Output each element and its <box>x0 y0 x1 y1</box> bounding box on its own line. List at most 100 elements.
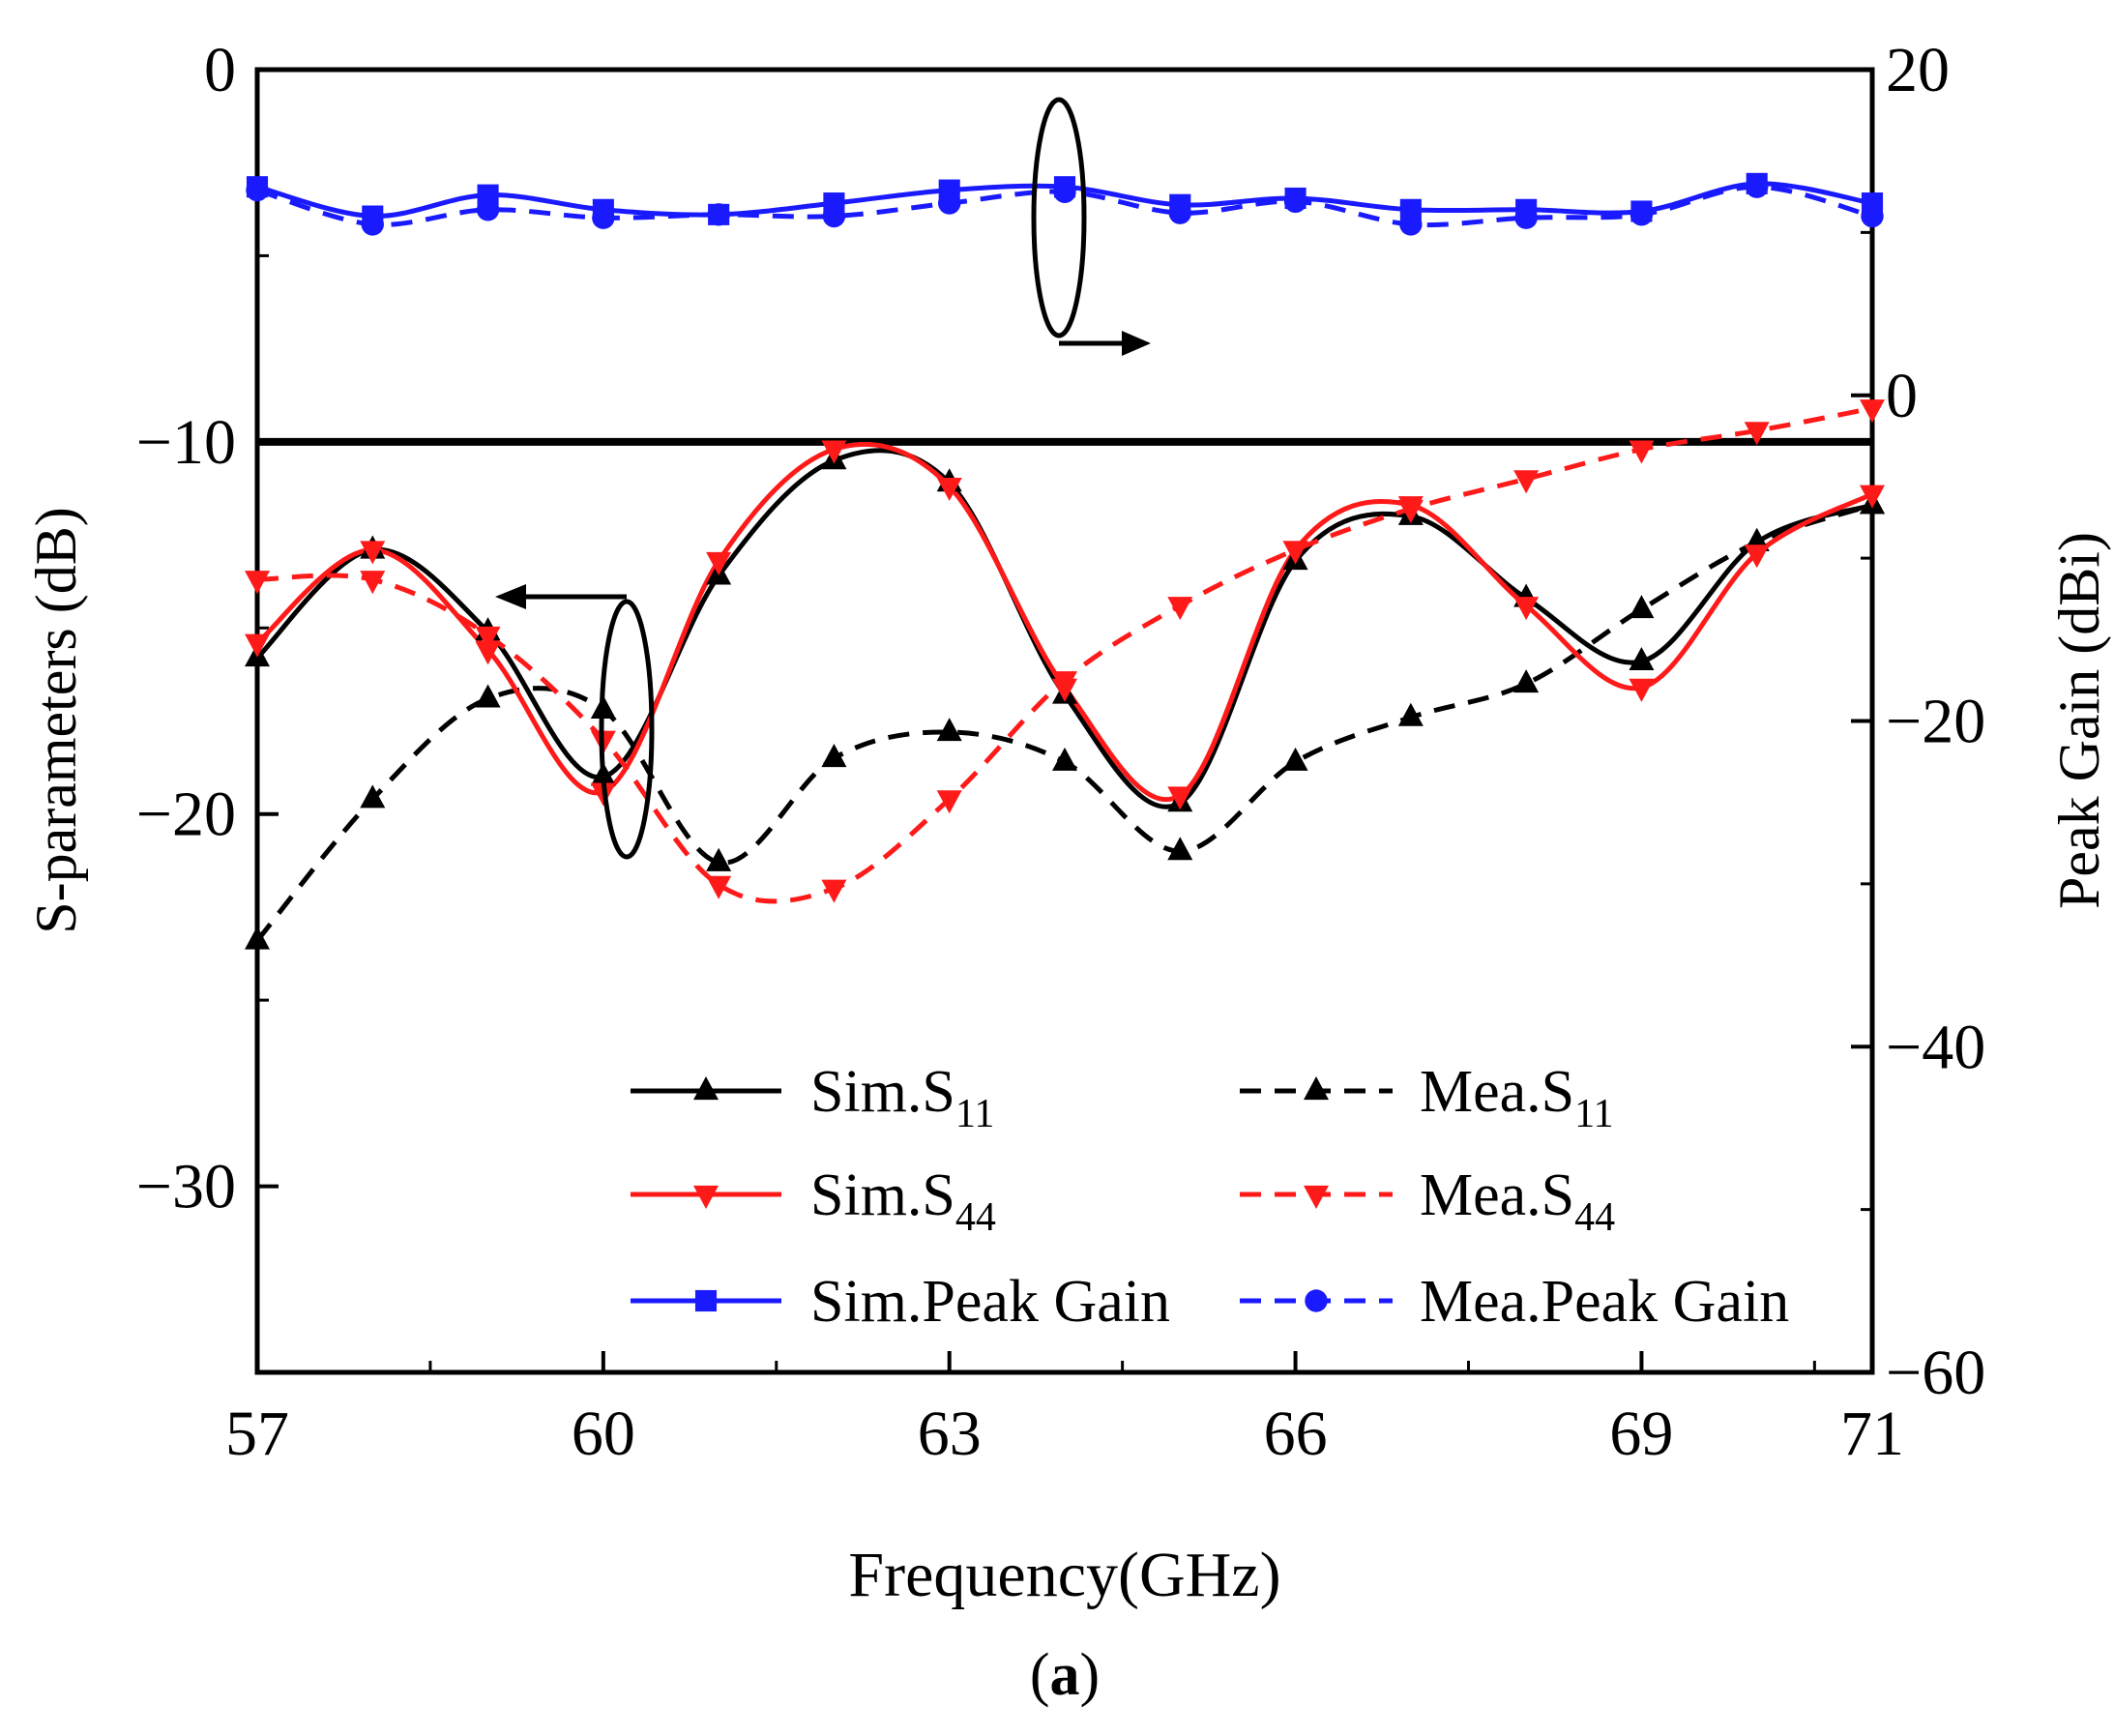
data-point-mea-peak-gain-63 <box>938 191 961 215</box>
y-left-tick-label-2: −20 <box>136 780 236 850</box>
data-point-sim-s44-70 <box>1744 544 1770 569</box>
legend-marker-sim-peak-gain <box>694 1289 718 1312</box>
data-point-mea-s11-62 <box>821 744 847 768</box>
data-point-mea-s44-69 <box>1629 440 1655 464</box>
y-left-tick-label-3: −30 <box>136 1152 236 1222</box>
data-point-mea-peak-gain-67 <box>1399 213 1423 236</box>
legend-label-sim-peak-gain: Sim.Peak Gain <box>810 1269 1170 1335</box>
legend-marker-mea-s11 <box>1304 1076 1329 1101</box>
legend-label-subscript: 44 <box>955 1195 996 1240</box>
legend-label-name: Sim.S <box>810 1059 955 1125</box>
data-point-sim-s11-69 <box>1629 646 1655 671</box>
y-right-tick-label-3: −40 <box>1886 1012 1985 1082</box>
x-axis-title: Frequency(GHz) <box>848 1540 1280 1610</box>
series-layer <box>257 181 1872 943</box>
data-point-mea-peak-gain-60 <box>592 206 615 229</box>
data-point-mea-peak-gain-59 <box>476 198 500 221</box>
y-left-tick-label-0: 0 <box>204 35 236 105</box>
legend-label-subscript: 11 <box>955 1092 994 1136</box>
marker-layer <box>245 172 1885 950</box>
legend-label-subscript: 11 <box>1574 1092 1613 1136</box>
x-tick-label-71: 71 <box>1840 1398 1904 1469</box>
data-point-mea-s44-71 <box>1860 399 1885 424</box>
data-point-mea-s44-63 <box>936 790 962 814</box>
legend-label-name: Mea.Peak Gain <box>1420 1269 1789 1335</box>
data-point-mea-s44-65 <box>1167 597 1193 621</box>
annotation-layer <box>495 97 1151 860</box>
left-arrow-icon <box>495 584 526 609</box>
x-tick-label-57: 57 <box>225 1398 289 1469</box>
legend-marker-mea-s44 <box>1304 1185 1329 1209</box>
data-point-sim-s44-61 <box>706 551 732 575</box>
legend-label-subscript: 44 <box>1574 1195 1615 1240</box>
data-point-sim-s44-59 <box>475 641 501 665</box>
data-point-mea-peak-gain-70 <box>1746 175 1769 198</box>
legend-label-name: Sim.S <box>810 1162 955 1228</box>
data-point-sim-s44-58 <box>360 541 386 565</box>
panel-label-letter: a <box>1050 1642 1080 1708</box>
data-point-mea-s44-58 <box>360 571 386 595</box>
y-right-axis-title: Peak Gain (dBi) <box>2047 532 2111 909</box>
data-point-mea-s11-61 <box>706 847 732 871</box>
s-param-ellipse-annotation <box>599 599 655 860</box>
legend-label-name: Mea.S <box>1420 1059 1574 1125</box>
legend-marker-mea-peak-gain <box>1305 1289 1328 1312</box>
series-line-mea-s44 <box>257 405 1872 904</box>
data-point-mea-s44-64 <box>1052 671 1077 695</box>
data-point-mea-s11-64 <box>1052 747 1077 771</box>
data-point-sim-s44-71 <box>1860 485 1885 509</box>
data-point-mea-peak-gain-58 <box>361 213 384 236</box>
y-left-tick-label-1: −10 <box>136 407 236 478</box>
legend-label-mea-s11: Mea.S11 <box>1420 1059 1614 1136</box>
legend-label-sim-s11: Sim.S11 <box>810 1059 994 1136</box>
panel-label-open: ( <box>1030 1642 1050 1708</box>
data-point-mea-s11-65 <box>1167 837 1193 861</box>
data-point-mea-s44-61 <box>706 875 732 899</box>
data-point-mea-peak-gain-71 <box>1861 204 1884 228</box>
legend-label-mea-s44: Mea.S44 <box>1420 1162 1615 1240</box>
data-point-sim-s44-62 <box>821 440 847 464</box>
data-point-mea-s44-66 <box>1282 541 1308 565</box>
right-arrow-icon <box>1122 331 1151 356</box>
data-point-mea-s11-58 <box>360 784 386 809</box>
data-point-sim-s44-69 <box>1629 678 1655 702</box>
data-point-mea-peak-gain-62 <box>822 204 846 228</box>
x-tick-label-69: 69 <box>1609 1398 1673 1469</box>
x-tick-label-66: 66 <box>1264 1398 1328 1469</box>
data-point-mea-s44-59 <box>475 626 501 650</box>
data-point-mea-peak-gain-57 <box>246 178 269 202</box>
y-right-tick-label-0: 20 <box>1886 35 1950 105</box>
data-point-sim-s44-57 <box>245 633 270 658</box>
series-line-sim-s44 <box>257 441 1872 803</box>
y-right-tick-label-2: −20 <box>1886 687 1985 757</box>
data-point-mea-s11-57 <box>245 926 270 950</box>
data-point-mea-s11-66 <box>1282 747 1308 771</box>
data-point-mea-peak-gain-69 <box>1630 203 1654 226</box>
data-point-mea-s44-70 <box>1744 422 1770 446</box>
data-point-mea-peak-gain-65 <box>1168 201 1191 224</box>
data-point-mea-s11-59 <box>475 684 501 708</box>
legend-label-name: Mea.S <box>1420 1162 1574 1228</box>
panel-label: (a) <box>1030 1642 1100 1708</box>
data-point-sim-s44-65 <box>1167 786 1193 810</box>
legend-marker-sim-s11 <box>693 1076 719 1101</box>
legend-label-mea-peak-gain: Mea.Peak Gain <box>1420 1269 1789 1335</box>
gain-ellipse-annotation <box>1031 97 1087 338</box>
data-point-mea-peak-gain-61 <box>707 203 730 226</box>
legend-marker-sim-s44 <box>693 1185 719 1209</box>
series-line-mea-s11 <box>257 502 1872 943</box>
panel-label-close: ) <box>1080 1642 1101 1708</box>
legend-label-name: Sim.Peak Gain <box>810 1269 1170 1335</box>
data-point-mea-peak-gain-68 <box>1514 206 1538 229</box>
data-point-mea-peak-gain-66 <box>1283 190 1307 214</box>
data-point-mea-s44-57 <box>245 571 270 595</box>
data-point-sim-s44-63 <box>936 477 962 501</box>
data-point-sim-s44-68 <box>1513 597 1540 621</box>
data-point-mea-s11-68 <box>1513 669 1540 693</box>
data-point-mea-peak-gain-64 <box>1053 180 1076 203</box>
x-tick-label-60: 60 <box>572 1398 635 1469</box>
y-right-tick-label-4: −60 <box>1886 1338 1985 1408</box>
